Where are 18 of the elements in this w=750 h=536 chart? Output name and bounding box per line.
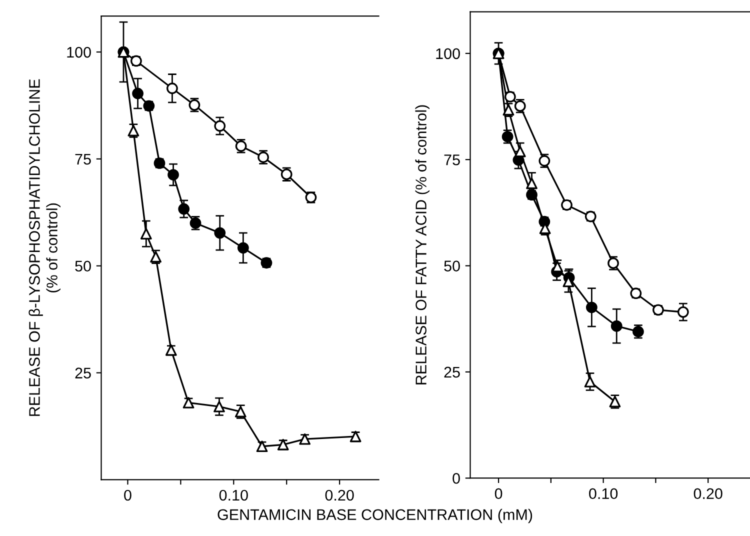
y-tick-label: 100 <box>67 46 91 58</box>
x-tick-label: 0.10 <box>589 488 618 500</box>
y-tick-label: 75 <box>444 154 460 166</box>
y-tick-label: 25 <box>75 368 91 378</box>
x-tick-label: 0.10 <box>219 490 248 501</box>
y-axis-title: RELEASE OF β-LYSOPHOSPHATIDYLCHOLINE (% of control) <box>28 79 60 416</box>
y-axis-title: RELEASE OF FATTY ACID (% of control) <box>415 105 430 384</box>
x-tick-label: 0 <box>494 488 502 500</box>
x-tick-label: 0.20 <box>325 490 354 501</box>
y-tick-label: 50 <box>75 260 91 272</box>
y-tick-label: 75 <box>75 154 91 165</box>
y-tick-label: 100 <box>436 48 460 60</box>
y-tick-label: 25 <box>444 366 460 378</box>
x-tick-label: 0 <box>124 490 132 501</box>
y-tick-label: 50 <box>444 260 460 272</box>
y-tick-label: 0 <box>452 472 460 484</box>
x-axis-title: GENTAMICIN BASE CONCENTRATION (mM) <box>218 508 532 524</box>
x-tick-label: 0.20 <box>694 488 722 500</box>
